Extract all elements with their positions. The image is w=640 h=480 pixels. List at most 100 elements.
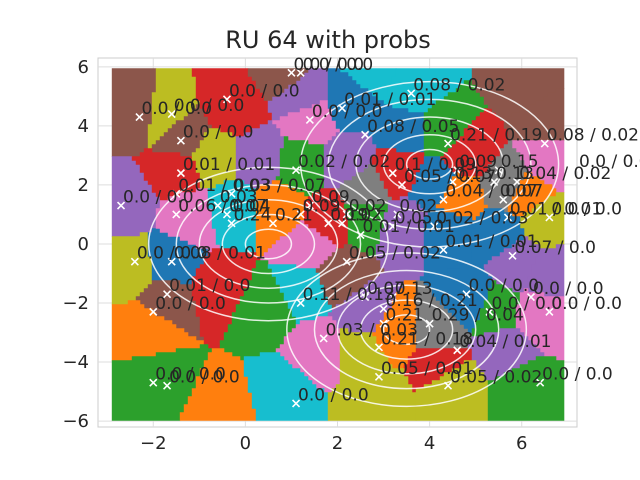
sample-marker — [305, 201, 314, 210]
voronoi-region — [371, 148, 425, 201]
voronoi-region — [343, 204, 389, 257]
sample-marker — [388, 169, 397, 178]
sample-marker — [116, 201, 126, 210]
probability-label: 0.05 / 0.01 — [381, 359, 473, 379]
x-tick-label: 0 — [240, 433, 251, 454]
probability-label: 0.02 — [399, 196, 437, 216]
y-tick-label: 4 — [78, 116, 89, 137]
sample-marker — [572, 166, 582, 175]
voronoi-region — [503, 88, 565, 141]
sample-marker — [176, 169, 185, 178]
probability-label: 0.21 — [275, 205, 313, 225]
sample-marker — [526, 293, 536, 302]
sample-marker — [397, 180, 407, 190]
probability-label: 0.0 / 0.0 — [303, 55, 374, 75]
sample-markers — [116, 68, 582, 408]
probability-label: 0.0 / 0.0 — [579, 152, 640, 172]
probability-label: 0.04 / 0.02 — [519, 164, 611, 184]
sample-marker — [453, 166, 462, 175]
y-tick-label: −6 — [62, 411, 89, 432]
voronoi-region — [111, 344, 213, 421]
contour-line — [175, 184, 362, 304]
voronoi-region — [471, 68, 565, 121]
voronoi-region — [423, 80, 489, 157]
probability-label: 0.0 / 0.0 — [468, 276, 539, 296]
probability-label: 0.02 / 0.03 — [436, 208, 528, 228]
contour-line — [313, 269, 500, 390]
probability-label: 0.16 / 0.21 — [386, 291, 478, 311]
contour-line — [221, 213, 316, 275]
contour-line — [299, 80, 560, 248]
probability-label: 0.0 / 0.0 — [551, 199, 622, 219]
probability-label: 0.08 / 0.02 — [547, 126, 639, 146]
probability-label: 0.0 / 0.0 — [551, 294, 622, 314]
probability-label: 0.02 — [344, 205, 382, 225]
voronoi-region — [375, 196, 429, 281]
sample-marker — [167, 257, 176, 266]
sample-marker — [439, 195, 448, 204]
sample-marker — [163, 381, 172, 390]
probability-label: 0.0 / 0.0 — [293, 55, 364, 75]
sample-marker — [149, 307, 158, 316]
sample-marker — [356, 231, 365, 240]
voronoi-region — [111, 68, 157, 157]
probability-label: 0.0 / 0.0 — [123, 188, 194, 208]
sample-marker — [135, 112, 144, 122]
sample-marker — [503, 213, 512, 222]
sample-marker — [379, 304, 388, 313]
voronoi-region — [219, 260, 297, 361]
contour-line — [336, 284, 477, 375]
sample-marker — [296, 210, 305, 219]
contour-line — [382, 134, 477, 195]
voronoi-region — [135, 280, 205, 341]
sample-marker — [462, 290, 471, 299]
voronoi-region — [435, 172, 489, 221]
y-tick-label: −2 — [62, 293, 89, 314]
probability-label: 0.01 / 0.01 — [183, 155, 275, 175]
probability-label: 0.21 / 0.19 — [450, 126, 542, 146]
sample-marker — [443, 381, 453, 390]
sample-marker — [268, 219, 278, 228]
voronoi-region — [151, 104, 213, 157]
y-tick-label: −4 — [62, 352, 89, 373]
voronoi-region — [323, 132, 377, 189]
sample-marker — [342, 257, 351, 266]
voronoi-region — [515, 288, 565, 361]
probability-label: 0.01 / 0.01 — [445, 232, 537, 252]
x-tick-label: 2 — [332, 433, 343, 454]
sample-marker — [361, 293, 370, 302]
probability-label: 0.21 / 0.18 — [381, 329, 473, 349]
probability-label: 0.0 / 0.0 — [229, 81, 300, 101]
sample-marker — [222, 210, 232, 219]
sample-marker — [425, 319, 434, 328]
contour-line — [359, 299, 454, 360]
voronoi-region — [327, 68, 385, 133]
voronoi-region — [367, 104, 425, 153]
probability-label: 0.1 / 0.09 — [395, 155, 476, 175]
probability-label: 0.19 — [330, 205, 368, 225]
sample-marker — [287, 68, 296, 77]
contour-line — [147, 166, 389, 322]
sample-marker — [545, 213, 554, 222]
probability-label: 0.02 — [349, 196, 387, 216]
probability-label: 0.01 / 0.03 — [178, 176, 270, 196]
voronoi-region — [471, 280, 521, 337]
probability-label: 0.04 / 0.01 — [459, 332, 551, 352]
contour-line — [382, 314, 431, 346]
probability-label: 0.13 — [496, 164, 534, 184]
probability-label: 0.04 / 0.07 — [445, 182, 537, 202]
contour-line — [355, 116, 505, 213]
voronoi-region — [235, 120, 285, 189]
sample-marker — [172, 210, 181, 219]
probability-label: 0.13 — [455, 164, 493, 184]
probability-label: 0.0 / 0.0 — [174, 96, 245, 116]
voronoi-region — [371, 280, 417, 369]
sample-marker — [222, 95, 232, 104]
probability-label: 0.09 — [459, 152, 497, 172]
x-tick-label: −2 — [140, 433, 167, 454]
probability-label: 0.07 / 0.0 — [515, 238, 596, 258]
sample-marker — [305, 115, 314, 125]
voronoi-region — [111, 300, 205, 361]
y-tick-label: 2 — [78, 175, 89, 196]
sample-marker — [176, 136, 185, 145]
